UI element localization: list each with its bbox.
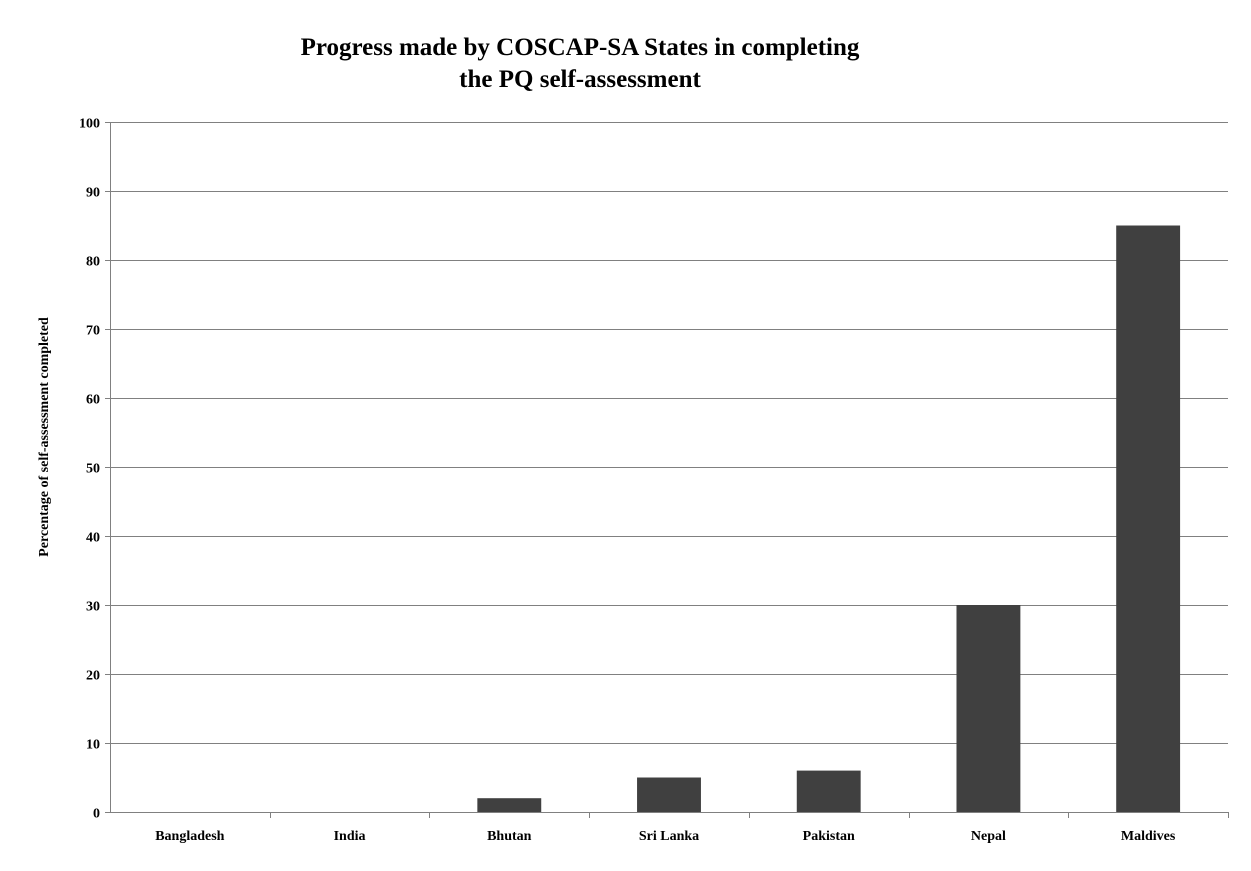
x-tick-label: Bangladesh xyxy=(155,829,224,844)
bar-sri-lanka xyxy=(637,777,701,812)
chart-title-line-2: the PQ self-assessment xyxy=(459,66,701,93)
axes xyxy=(105,122,1229,818)
chart-title-line-1: Progress made by COSCAP-SA States in com… xyxy=(301,34,860,61)
y-tick-labels: 0 10 20 30 40 50 60 70 80 90 100 xyxy=(79,117,100,822)
y-tick-label: 40 xyxy=(86,531,100,546)
bars xyxy=(477,225,1181,812)
bar-pakistan xyxy=(796,770,861,812)
gridlines xyxy=(110,122,1228,744)
x-tick-label: Bhutan xyxy=(487,829,532,844)
y-tick-label: 30 xyxy=(86,600,100,615)
y-tick-label: 90 xyxy=(86,186,100,201)
x-tick-label: Nepal xyxy=(971,829,1006,844)
y-axis-title: Percentage of self-assessment completed xyxy=(37,317,52,557)
x-tick-labels: Bangladesh India Bhutan Sri Lanka Pakistan Ne… xyxy=(155,829,1176,844)
x-tick-label: Maldives xyxy=(1121,829,1176,844)
bar-bhutan xyxy=(477,798,542,812)
y-tick-label: 50 xyxy=(86,462,100,477)
y-tick-label: 100 xyxy=(79,117,100,132)
y-tick-label: 80 xyxy=(86,255,100,270)
y-tick-label: 70 xyxy=(86,324,100,339)
bar-maldives xyxy=(1116,225,1181,812)
bar-nepal xyxy=(956,605,1021,812)
y-tick-label: 20 xyxy=(86,669,100,684)
y-tick-label: 0 xyxy=(93,807,100,822)
y-tick-label: 60 xyxy=(86,393,100,408)
chart-title: Progress made by COSCAP-SA States in com… xyxy=(301,34,860,93)
x-tick-label: Pakistan xyxy=(803,829,855,844)
y-tick-label: 10 xyxy=(86,738,100,753)
x-tick-label: Sri Lanka xyxy=(639,829,699,844)
x-tick-label: India xyxy=(334,829,366,844)
